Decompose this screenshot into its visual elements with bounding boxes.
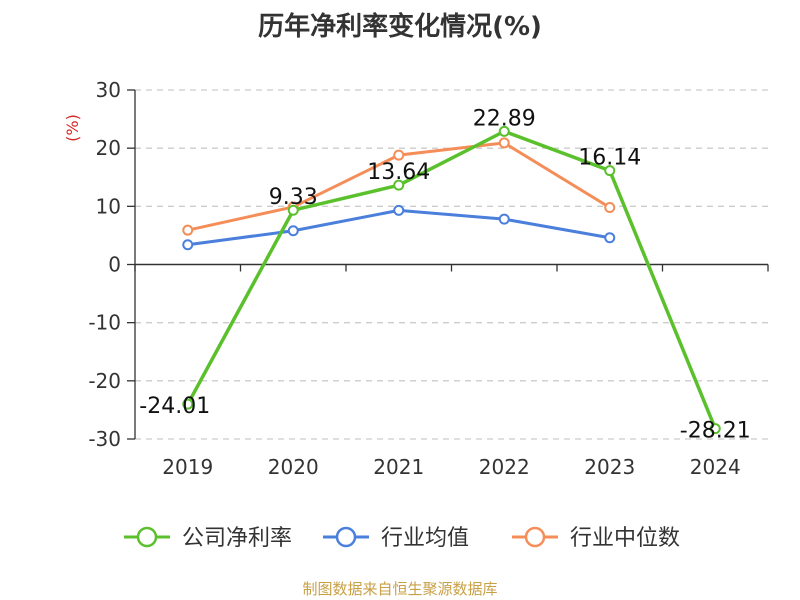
legend-label: 公司净利率 — [182, 526, 292, 551]
data-point — [498, 213, 510, 225]
y-tick-label: -30 — [88, 427, 121, 451]
data-point — [182, 398, 194, 410]
y-tick-label: -10 — [88, 311, 121, 335]
data-point — [604, 165, 616, 177]
x-tick-label: 2022 — [479, 455, 530, 479]
data-point — [287, 225, 299, 237]
data-point — [604, 232, 616, 244]
y-unit-label: (%) — [63, 114, 82, 142]
data-label: -28.21 — [680, 419, 751, 444]
data-label: 9.33 — [269, 185, 318, 210]
data-point — [393, 149, 405, 161]
axes — [127, 89, 769, 440]
legend-label: 行业均值 — [381, 526, 469, 551]
legend: 公司净利率 行业均值 行业中位数 — [124, 526, 680, 551]
data-point — [393, 204, 405, 216]
data-point — [498, 125, 510, 137]
data-point — [393, 179, 405, 191]
y-tick-label: 10 — [96, 194, 121, 218]
data-point — [498, 137, 510, 149]
y-tick-label: 30 — [96, 78, 121, 102]
series-lines — [182, 125, 721, 435]
legend-marker — [136, 526, 158, 548]
x-tick-label: 2024 — [690, 455, 741, 479]
data-label: 16.14 — [578, 146, 641, 171]
legend-marker — [335, 526, 357, 548]
x-tick-label: 2021 — [373, 455, 424, 479]
chart-title: 历年净利率变化情况(%) — [258, 12, 542, 42]
y-tick-label: 0 — [108, 253, 121, 277]
legend-marker — [524, 526, 546, 548]
x-tick-labels: 2019 2020 2021 2022 2023 2024 — [162, 455, 740, 479]
y-tick-label: -20 — [88, 369, 121, 393]
data-point — [709, 423, 721, 435]
x-tick-label: 2020 — [268, 455, 319, 479]
y-tick-labels: 30 20 10 0 -10 -20 -30 (%) — [63, 78, 121, 451]
y-tick-label: 20 — [96, 136, 121, 160]
source-note: 制图数据来自恒生聚源数据库 — [302, 580, 498, 598]
x-tick-label: 2023 — [584, 455, 635, 479]
data-point — [182, 224, 194, 236]
data-point — [287, 204, 299, 216]
data-label: 13.64 — [367, 160, 430, 185]
data-point — [182, 239, 194, 251]
series-line — [186, 129, 717, 430]
data-label: -24.01 — [139, 394, 210, 419]
x-tick-label: 2019 — [162, 455, 213, 479]
data-point — [604, 201, 616, 213]
legend-label: 行业中位数 — [570, 526, 680, 551]
data-label: 22.89 — [473, 106, 536, 131]
data-labels: -24.01 9.33 13.64 22.89 16.14 -28.21 — [139, 106, 750, 443]
